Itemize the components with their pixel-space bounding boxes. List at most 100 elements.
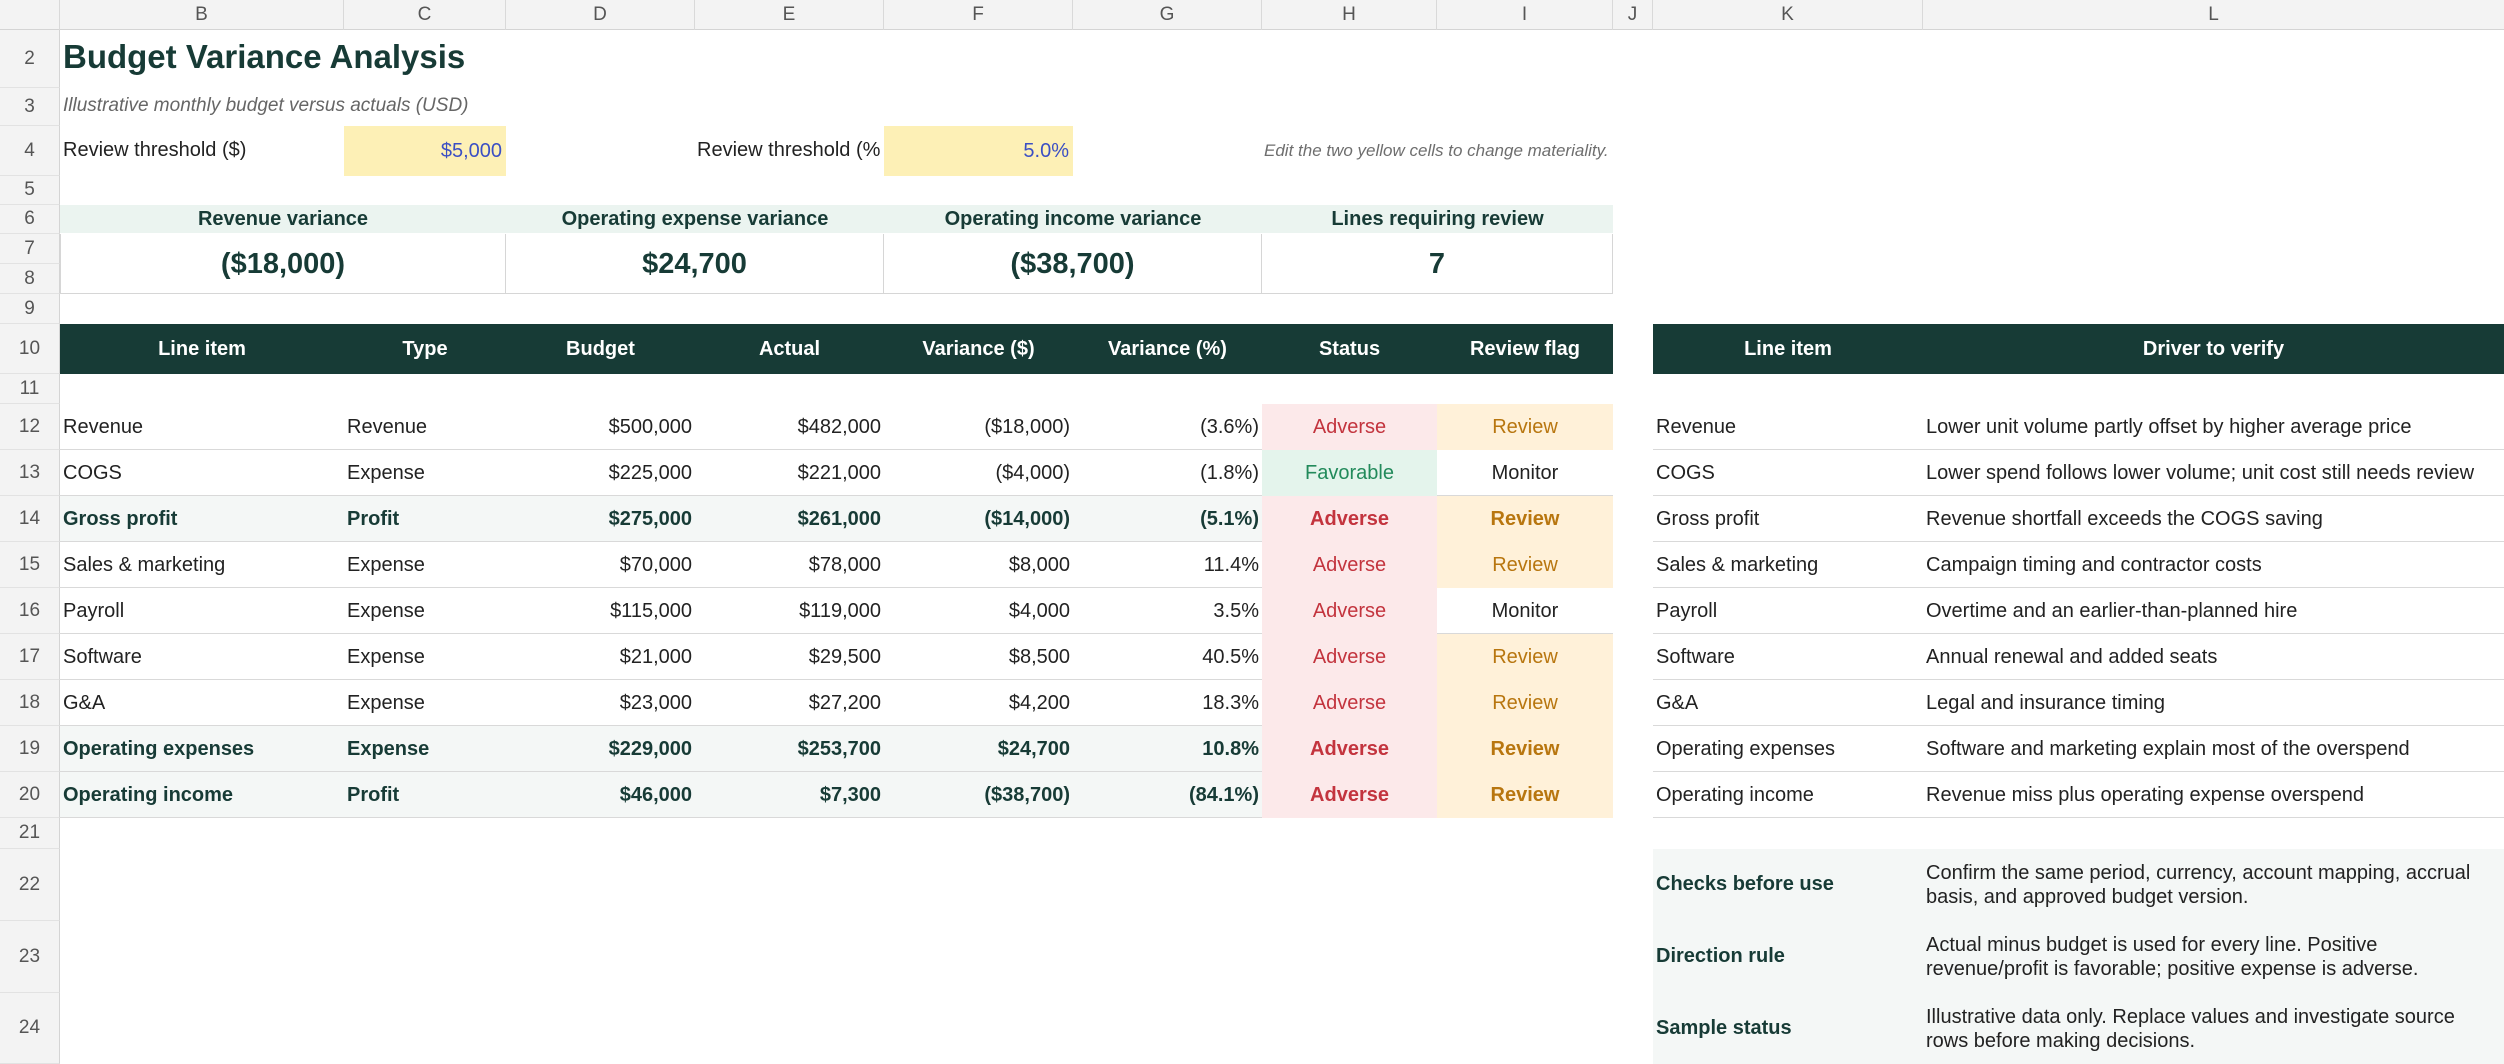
cell-variance-pct[interactable]: 40.5%	[1202, 646, 1259, 668]
cell-actual[interactable]: $261,000	[797, 508, 881, 530]
cell-driver-text[interactable]: Annual renewal and added seats	[1926, 646, 2218, 668]
cell-variance-pct[interactable]: (3.6%)	[1200, 416, 1259, 438]
th-driver-line-item[interactable]: Line item	[1744, 338, 1832, 360]
row-header-2[interactable]: 2	[0, 30, 60, 88]
cell-driver-text[interactable]: Lower spend follows lower volume; unit c…	[1926, 462, 2475, 484]
cell-variance-dollar[interactable]: $4,200	[1008, 692, 1070, 714]
cell-budget[interactable]: $229,000	[608, 738, 692, 760]
row-header-9[interactable]: 9	[0, 294, 60, 324]
row-header-6[interactable]: 6	[0, 205, 60, 234]
cell-type[interactable]: Expense	[347, 462, 425, 484]
cell-actual[interactable]: $29,500	[808, 646, 881, 668]
cell-line-item[interactable]: Revenue	[63, 416, 144, 438]
cell-review-flag[interactable]: Review	[1437, 772, 1613, 818]
cell-status[interactable]: Adverse	[1262, 496, 1437, 542]
row-header-22[interactable]: 22	[0, 849, 60, 921]
cell-line-item[interactable]: Sales & marketing	[63, 554, 226, 576]
pct-threshold-input[interactable]: 5.0%	[884, 126, 1073, 176]
dollar-threshold-label[interactable]: Review threshold ($)	[63, 139, 247, 161]
cell-actual[interactable]: $221,000	[797, 462, 881, 484]
cell-variance-pct[interactable]: (1.8%)	[1200, 462, 1259, 484]
cell-budget[interactable]: $115,000	[610, 600, 692, 622]
cell-driver-text[interactable]: Revenue shortfall exceeds the COGS savin…	[1926, 508, 2323, 530]
cell-actual[interactable]: $7,300	[819, 784, 881, 806]
cell-status[interactable]: Adverse	[1262, 772, 1437, 818]
cell-line-item[interactable]: G&A	[63, 692, 106, 714]
row-header-11[interactable]: 11	[0, 374, 60, 404]
cell-driver-line-item[interactable]: Operating income	[1656, 784, 1814, 806]
th-variance-pct[interactable]: Variance (%)	[1108, 338, 1227, 360]
kpi-opex-label[interactable]: Operating expense variance	[506, 205, 884, 233]
cell-driver-text[interactable]: Legal and insurance timing	[1926, 692, 2166, 714]
cell-driver-line-item[interactable]: G&A	[1656, 692, 1699, 714]
cell-status[interactable]: Adverse	[1262, 634, 1437, 680]
row-header-12[interactable]: 12	[0, 404, 60, 450]
th-driver-to-verify[interactable]: Driver to verify	[2142, 338, 2285, 360]
cell-variance-pct[interactable]: 3.5%	[1213, 600, 1259, 622]
cell-variance-dollar[interactable]: $4,000	[1008, 600, 1070, 622]
cell-driver-text[interactable]: Revenue miss plus operating expense over…	[1926, 784, 2365, 806]
cell-type[interactable]: Revenue	[347, 416, 428, 438]
cell-variance-dollar[interactable]: ($14,000)	[984, 508, 1070, 530]
cell-status[interactable]: Adverse	[1262, 404, 1437, 450]
cell-status[interactable]: Adverse	[1262, 680, 1437, 726]
cell-variance-dollar[interactable]: ($18,000)	[984, 416, 1070, 438]
cell-driver-line-item[interactable]: Sales & marketing	[1656, 554, 1819, 576]
note-label-sample[interactable]: Sample status	[1656, 1017, 1792, 1039]
cell-variance-pct[interactable]: 10.8%	[1202, 738, 1259, 760]
cell-variance-dollar[interactable]: $8,500	[1008, 646, 1070, 668]
cell-variance-pct[interactable]: 11.4%	[1203, 554, 1259, 576]
cell-status[interactable]: Favorable	[1262, 450, 1437, 496]
cell-driver-text[interactable]: Campaign timing and contractor costs	[1926, 554, 2262, 576]
cell-status[interactable]: Adverse	[1262, 588, 1437, 634]
th-variance-dollar[interactable]: Variance ($)	[922, 338, 1035, 360]
note-text-sample[interactable]: Illustrative data only. Replace values a…	[1926, 1006, 2455, 1052]
cell-variance-dollar[interactable]: ($38,700)	[984, 784, 1070, 806]
cell-line-item[interactable]: Operating expenses	[63, 738, 255, 760]
cell-actual[interactable]: $119,000	[799, 600, 881, 622]
row-header-7[interactable]: 7	[0, 234, 60, 264]
kpi-revenue-label[interactable]: Revenue variance	[60, 205, 506, 233]
cell-line-item[interactable]: Operating income	[63, 784, 234, 806]
cell-budget[interactable]: $225,000	[608, 462, 692, 484]
cell-driver-line-item[interactable]: COGS	[1656, 462, 1715, 484]
cell-type[interactable]: Profit	[347, 508, 400, 530]
corner-cell[interactable]	[0, 0, 60, 30]
row-header-5[interactable]: 5	[0, 176, 60, 205]
row-header-4[interactable]: 4	[0, 126, 60, 176]
cell-driver-text[interactable]: Overtime and an earlier-than-planned hir…	[1926, 600, 2298, 622]
dollar-threshold-input[interactable]: $5,000	[344, 126, 506, 176]
kpi-review-count-value[interactable]: 7	[1262, 234, 1613, 294]
note-label-direction[interactable]: Direction rule	[1656, 945, 1785, 967]
cell-line-item[interactable]: Software	[63, 646, 142, 668]
row-header-13[interactable]: 13	[0, 450, 60, 496]
th-line-item[interactable]: Line item	[158, 338, 246, 360]
column-header-e[interactable]: E	[695, 0, 884, 30]
note-text-checks[interactable]: Confirm the same period, currency, accou…	[1926, 862, 2471, 908]
cell-type[interactable]: Expense	[347, 554, 425, 576]
kpi-opincome-value[interactable]: ($38,700)	[884, 234, 1262, 294]
cell-type[interactable]: Profit	[347, 784, 400, 806]
cell-variance-dollar[interactable]: ($4,000)	[995, 462, 1071, 484]
column-header-g[interactable]: G	[1073, 0, 1262, 30]
th-budget[interactable]: Budget	[566, 338, 635, 360]
cell-budget[interactable]: $46,000	[619, 784, 692, 806]
cell-budget[interactable]: $275,000	[608, 508, 692, 530]
cell-budget[interactable]: $23,000	[619, 692, 692, 714]
row-header-3[interactable]: 3	[0, 88, 60, 126]
row-header-24[interactable]: 24	[0, 993, 60, 1064]
cell-variance-pct[interactable]: (5.1%)	[1200, 508, 1259, 530]
row-header-15[interactable]: 15	[0, 542, 60, 588]
column-header-b[interactable]: B	[60, 0, 344, 30]
cell-type[interactable]: Expense	[347, 738, 430, 760]
cell-review-flag[interactable]: Review	[1437, 634, 1613, 680]
cell-review-flag[interactable]: Monitor	[1491, 462, 1559, 484]
cell-type[interactable]: Expense	[347, 600, 425, 622]
note-text-direction[interactable]: Actual minus budget is used for every li…	[1926, 934, 2419, 980]
th-type[interactable]: Type	[402, 338, 448, 360]
cell-line-item[interactable]: Gross profit	[63, 508, 178, 530]
cell-driver-line-item[interactable]: Operating expenses	[1656, 738, 1836, 760]
cell-driver-text[interactable]: Lower unit volume partly offset by highe…	[1926, 416, 2412, 438]
kpi-revenue-value[interactable]: ($18,000)	[60, 234, 506, 294]
cell-review-flag[interactable]: Review	[1437, 542, 1613, 588]
